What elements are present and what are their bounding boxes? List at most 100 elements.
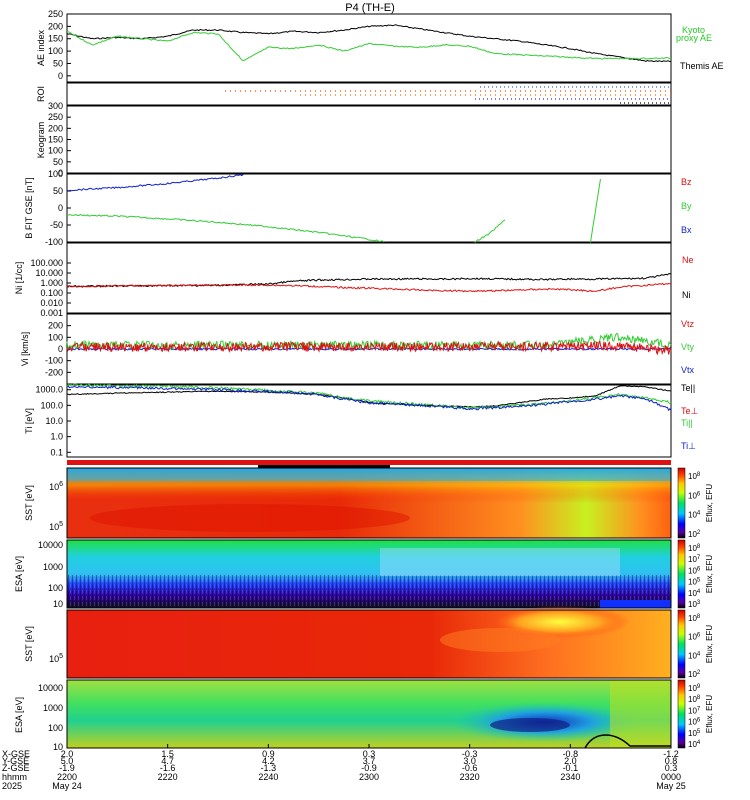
- x-tick-hhmm-6: 0000: [661, 772, 681, 782]
- esa-ion-ylabel: ESA [eV]: [14, 556, 24, 592]
- bfgm-ytick-2: 0: [58, 203, 63, 213]
- status-bar-red: [67, 460, 671, 465]
- ae-series-1: [66, 31, 672, 62]
- density-ytick-0: 0.001: [40, 308, 63, 318]
- sst-ion-ytick-1: 105: [49, 521, 63, 532]
- density-ytick-1: 0.010: [40, 298, 63, 308]
- esa-elec-black-curve: [584, 734, 671, 749]
- colorbar-2-tick-2: 104: [688, 651, 701, 660]
- x-tick-hhmm-1: 2220: [158, 772, 178, 782]
- esa-elec-right-band: [610, 680, 671, 748]
- x-tick-ygse-0: 5.0: [61, 756, 74, 766]
- ae-series-0: [66, 24, 672, 63]
- sst-elec-blob-2: [440, 628, 560, 652]
- ae-ytick-5: 250: [48, 9, 63, 19]
- panel-frames: [66, 13, 672, 458]
- colorbar-1-tick-exp-4: 4: [697, 589, 701, 595]
- ae-series: [66, 24, 672, 63]
- y-tick-labels: 050100150200250050100150200250300-100-50…: [30, 9, 71, 752]
- density-ytick-5: 100.000: [30, 258, 63, 268]
- esa-ion-ytick-3: 10: [53, 599, 63, 609]
- density-series: [66, 273, 672, 293]
- sst-elec-frame: [66, 609, 672, 679]
- esa-elec-spectrogram: [66, 679, 672, 749]
- temperature-panel-frame: [66, 384, 672, 458]
- esa-ion-heatmap-noise: [67, 575, 671, 608]
- sst-ion-heatmap-strip: [67, 468, 671, 481]
- density-series-0: [66, 273, 672, 288]
- esa-elec-ylabel: ESA [eV]: [14, 697, 24, 733]
- density-ytick-3: 1.000: [40, 278, 63, 288]
- density-panel-frame: [66, 242, 672, 314]
- keogram-ytick-6: 300: [48, 101, 63, 111]
- colorbar-1-tick-3: 105: [688, 578, 701, 587]
- bfgm-ytick-1: -50: [50, 220, 63, 230]
- esa-ion-heatmap-mid: [380, 548, 620, 576]
- colorbar-0-tick-0: 108: [688, 472, 701, 481]
- temperature-series-1: [66, 383, 672, 410]
- colorbar-2-label: Eflux, EFU: [705, 625, 714, 663]
- density-ytick-4: 10.000: [35, 268, 63, 278]
- esa-ion-ytick-1: 1000: [43, 562, 63, 572]
- colorbar-0-tick-1: 106: [688, 491, 701, 500]
- keogram-ytick-0: 0: [58, 168, 63, 178]
- temperature-ytick-0: 0.1: [50, 447, 63, 457]
- colorbar-3-tick-exp-0: 9: [697, 684, 701, 690]
- velocity-legend-1: Vty: [681, 342, 695, 352]
- colorbar-3-tick-exp-1: 8: [697, 695, 701, 701]
- colorbar-0-tick-exp-2: 4: [697, 511, 701, 517]
- bfgm-ytick-0: -100: [45, 237, 63, 247]
- bfgm-legend-1: By: [681, 201, 692, 211]
- ae-ylabel: AE index: [36, 29, 46, 66]
- sst-elec-ytick-exp-0: 5: [59, 653, 63, 660]
- x-tick-xgse-3: 0.3: [363, 749, 376, 759]
- ae-ytick-1: 50: [53, 58, 63, 68]
- x-axis: X-GSEY-GSEZ-GSEhhmm20252.05.0-1.92200May…: [2, 744, 686, 791]
- x-tick-ygse-3: 3.7: [363, 756, 376, 766]
- colorbar-2-tick-exp-1: 6: [697, 633, 701, 639]
- sst-ion-ylabel: SST [eV]: [24, 485, 34, 521]
- x-tick-date-6: May 25: [656, 781, 686, 791]
- density-series-1: [66, 282, 672, 293]
- x-tick-hhmm-2: 2240: [258, 772, 278, 782]
- colorbar-3-tick-4: 105: [688, 729, 701, 738]
- temperature-ylabel: Ti [eV]: [24, 408, 34, 434]
- roi-ylabel: ROI: [36, 86, 46, 102]
- x-tick-xgse-4: -0.3: [462, 749, 478, 759]
- bfgm-ytick-4: 100: [48, 169, 63, 179]
- ae-ytick-0: 0: [58, 71, 63, 81]
- esa-elec-ytick-2: 100: [48, 723, 63, 733]
- status-bar-black: [258, 465, 390, 468]
- colorbar-0-tick-exp-3: 2: [697, 530, 701, 536]
- colorbar-0-tick-exp-1: 6: [697, 491, 701, 497]
- colorbar-1-label: Eflux, EFU: [705, 555, 714, 593]
- sst-elec-ylabel: SST [eV]: [24, 626, 34, 662]
- esa-elec-blob-core: [490, 718, 570, 732]
- x-row-label-4: 2025: [2, 781, 22, 791]
- x-tick-zgse-0: -1.9: [59, 763, 75, 773]
- bfgm-series: [66, 174, 601, 243]
- esa-ion-ytick-2: 100: [48, 583, 63, 593]
- keogram-ytick-1: 50: [53, 157, 63, 167]
- x-tick-ygse-4: 3.0: [463, 756, 476, 766]
- figure-title: P4 (TH-E): [345, 2, 395, 14]
- keogram-ytick-3: 150: [48, 135, 63, 145]
- temperature-ytick-3: 100.0: [40, 400, 63, 410]
- temperature-legend-1: Te⊥: [681, 406, 699, 416]
- bfgm-ylabel: B FIT GSE [nT]: [24, 177, 34, 238]
- x-tick-zgse-2: -1.3: [261, 763, 277, 773]
- colorbar-sst-ion: [677, 467, 686, 539]
- velocity-legend-0: Vtz: [681, 319, 695, 329]
- temperature-series-0: [66, 385, 672, 408]
- temperature-legend-3: Ti⊥: [681, 441, 696, 451]
- colorbar-0-label: Eflux, EFU: [705, 484, 714, 522]
- colorbar-3-tick-1: 108: [688, 695, 701, 704]
- esa-elec-ytick-0: 10000: [38, 683, 63, 693]
- colorbar-1-tick-0: 108: [688, 544, 701, 553]
- temperature-ytick-4: 1000.0: [35, 385, 63, 395]
- esa-elec-ytick-3: 10: [53, 742, 63, 752]
- colorbar-3-tick-exp-4: 5: [697, 729, 701, 735]
- temperature-legend-0: Te||: [681, 383, 695, 393]
- sst-elec-spectrogram: [66, 606, 672, 679]
